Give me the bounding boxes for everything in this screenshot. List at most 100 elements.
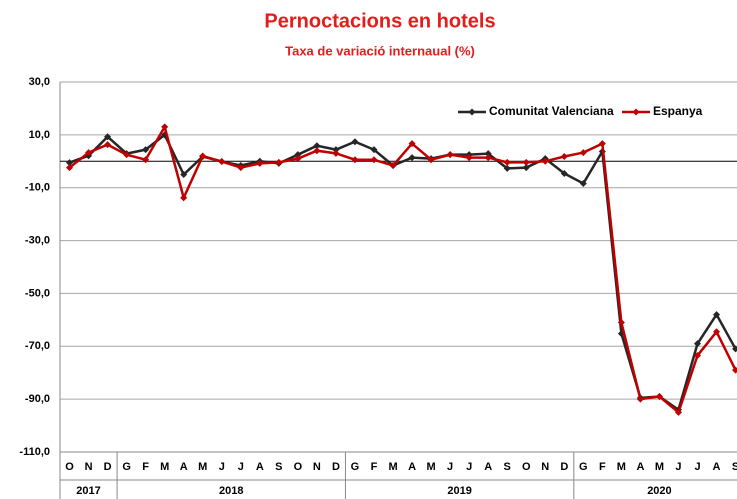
y-tick-label: -10,0 xyxy=(25,182,50,194)
data-point xyxy=(218,158,226,166)
data-point xyxy=(104,133,112,141)
data-point xyxy=(446,151,454,159)
data-point xyxy=(332,146,340,154)
x-tick-label: N xyxy=(541,461,549,473)
data-point xyxy=(275,158,283,166)
legend-marker xyxy=(632,108,640,116)
chart-title: Pernoctacions en hotels xyxy=(264,10,495,32)
x-tick-label: J xyxy=(219,461,225,473)
x-tick-label: J xyxy=(466,461,472,473)
data-point xyxy=(256,159,264,167)
data-point xyxy=(674,408,682,416)
x-tick-label: D xyxy=(104,461,112,473)
x-tick-label: S xyxy=(732,461,737,473)
data-point xyxy=(294,151,302,159)
data-point xyxy=(389,162,397,170)
x-tick-label: S xyxy=(504,461,511,473)
data-point xyxy=(484,154,492,162)
data-point xyxy=(408,140,416,148)
data-point xyxy=(237,164,245,172)
data-point xyxy=(408,154,416,162)
data-point xyxy=(579,149,587,157)
y-tick-label: -110,0 xyxy=(19,446,50,458)
data-point xyxy=(579,179,587,187)
x-tick-label: M xyxy=(388,461,397,473)
data-point xyxy=(732,366,737,374)
data-point xyxy=(617,319,625,326)
data-point xyxy=(332,149,340,157)
x-tick-label: F xyxy=(142,461,149,473)
y-tick-label: -90,0 xyxy=(25,393,50,405)
data-point xyxy=(484,150,492,158)
data-point xyxy=(85,149,93,157)
y-tick-label: -70,0 xyxy=(25,340,50,352)
x-tick-label: A xyxy=(484,461,492,473)
data-point xyxy=(351,156,359,164)
data-point xyxy=(503,158,511,166)
x-tick-label: G xyxy=(579,461,588,473)
x-tick-label: M xyxy=(655,461,664,473)
x-tick-label: M xyxy=(198,461,207,473)
y-tick-label: 10,0 xyxy=(29,129,50,141)
data-point xyxy=(522,164,530,172)
legend-marker xyxy=(468,108,476,116)
data-point xyxy=(351,138,359,146)
data-point xyxy=(465,154,473,162)
data-point xyxy=(199,152,207,160)
data-point xyxy=(732,345,737,353)
data-point xyxy=(66,159,74,167)
y-tick-label: -30,0 xyxy=(25,234,50,246)
plot: 30,0 10,0 -10,0 -30,0 -50,0 -70,0 -90,0 -110,0 O… xyxy=(19,76,737,499)
x-tick-label: N xyxy=(313,461,321,473)
data-point xyxy=(66,164,74,172)
data-point xyxy=(655,393,663,400)
data-point xyxy=(503,164,511,172)
data-point xyxy=(713,328,721,336)
x-tick-label: G xyxy=(122,461,131,473)
data-point xyxy=(522,158,530,166)
data-point xyxy=(370,146,378,154)
x-tick-label: G xyxy=(351,461,360,473)
x-tick-label: J xyxy=(675,461,681,473)
x-tick-label: F xyxy=(371,461,378,473)
data-point xyxy=(598,140,606,148)
year-label: 2018 xyxy=(219,485,243,497)
data-point xyxy=(142,156,150,164)
data-point xyxy=(180,194,188,202)
x-tick-label: A xyxy=(713,461,721,473)
legend-label: Espanya xyxy=(653,104,703,118)
x-tick-label: M xyxy=(160,461,169,473)
chart-subtitle: Taxa de variació internaual (%) xyxy=(285,43,475,58)
data-point xyxy=(313,147,321,155)
x-tick-label: N xyxy=(85,461,93,473)
data-point xyxy=(161,123,169,131)
data-point xyxy=(427,156,435,164)
x-tick-label: J xyxy=(238,461,244,473)
data-point xyxy=(694,352,702,360)
x-tick-label: J xyxy=(447,461,453,473)
data-point xyxy=(541,157,549,165)
year-label: 2019 xyxy=(447,485,471,497)
x-tick-label: M xyxy=(426,461,435,473)
x-tick-label: A xyxy=(636,461,644,473)
x-tick-label: A xyxy=(180,461,188,473)
data-point xyxy=(713,311,721,319)
x-tick-label: O xyxy=(294,461,303,473)
data-point xyxy=(313,142,321,150)
year-label: 2020 xyxy=(647,485,671,497)
x-tick-label: F xyxy=(599,461,606,473)
x-tick-label: O xyxy=(522,461,531,473)
x-tick-label: M xyxy=(617,461,626,473)
x-tick-label: D xyxy=(332,461,340,473)
x-tick-label: D xyxy=(560,461,568,473)
data-point xyxy=(370,156,378,164)
x-tick-label: A xyxy=(256,461,264,473)
data-point xyxy=(560,169,568,177)
x-tick-label: J xyxy=(694,461,700,473)
data-point xyxy=(123,151,131,159)
data-point xyxy=(142,146,150,154)
y-tick-label: 30,0 xyxy=(29,76,50,88)
y-tick-label: -50,0 xyxy=(25,287,50,299)
data-point xyxy=(694,340,702,348)
x-tick-label: A xyxy=(408,461,416,473)
